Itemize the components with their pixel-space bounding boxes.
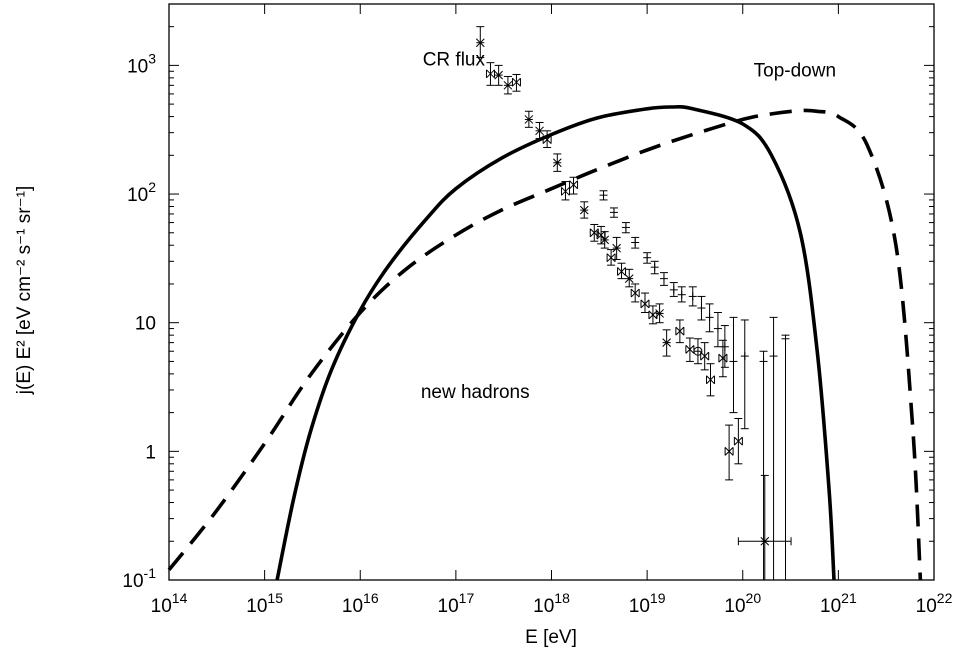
data-point [675, 319, 685, 344]
data-point [729, 316, 738, 414]
x-tick-label: 1018 [533, 590, 570, 617]
y-tick-label: 10-1 [122, 565, 156, 592]
data-point [643, 252, 652, 264]
data-point [503, 75, 513, 95]
x-tick-label: 1017 [438, 590, 475, 617]
y-tick-label: 102 [127, 179, 156, 206]
new-hadrons-curve [275, 105, 836, 581]
data-point [609, 207, 618, 218]
data-point [693, 338, 703, 365]
data-point [599, 190, 608, 201]
data-points [475, 26, 792, 580]
data-point [621, 222, 630, 234]
model-curves [167, 105, 923, 581]
data-point [655, 303, 664, 324]
data-point [759, 350, 768, 580]
data-point [535, 121, 544, 140]
data-point [640, 292, 650, 314]
data-point [624, 268, 634, 288]
x-axis-label: E [eV] [525, 627, 577, 648]
x-tick-label: 1015 [246, 590, 283, 617]
data-point [705, 303, 714, 333]
data-point [737, 474, 792, 580]
annotation-label: Top-down [754, 60, 836, 81]
y-tick-labels: 10-1 1 10 102 103 [122, 50, 156, 592]
data-point [650, 260, 659, 275]
annotation-label: new hadrons [421, 382, 530, 403]
data-point [697, 295, 706, 321]
x-tick-label: 1022 [916, 590, 953, 617]
data-point [511, 73, 521, 92]
data-point [617, 262, 627, 280]
data-point [648, 305, 658, 325]
data-point [669, 282, 678, 297]
data-point [781, 334, 790, 580]
data-point [688, 286, 697, 307]
data-point [494, 64, 503, 86]
data-point [740, 319, 749, 430]
y-tick-label: 103 [127, 50, 156, 77]
data-point [630, 283, 640, 303]
data-point [579, 201, 589, 219]
data-point [677, 286, 686, 303]
x-tick-label: 1021 [820, 590, 857, 617]
data-point [706, 363, 716, 397]
x-tick-label: 1016 [342, 590, 379, 617]
data-point [560, 181, 570, 201]
data-point [475, 26, 485, 59]
data-point [569, 176, 579, 195]
data-point [662, 329, 671, 357]
data-point [589, 223, 599, 242]
x-tick-label: 1019 [629, 590, 666, 617]
data-point [769, 316, 778, 580]
y-tick-label: 10 [135, 314, 156, 335]
data-point [631, 236, 640, 249]
data-point [718, 339, 728, 378]
data-point [659, 272, 668, 286]
y-axis-label: j(E) E² [eV cm⁻² s⁻¹ sr⁻¹] [14, 186, 35, 395]
annotations: CR flux Top-down new hadrons [421, 49, 836, 403]
y-tick-label: 1 [145, 442, 156, 463]
data-point [733, 418, 743, 465]
plot-frame [168, 3, 935, 581]
x-tick-labels: 1014 1015 1016 1017 1018 1019 1020 1021 1022 [151, 590, 953, 617]
data-point [713, 312, 722, 348]
data-point [720, 325, 729, 368]
data-point [552, 153, 562, 172]
data-point [685, 337, 695, 362]
data-point [606, 249, 616, 266]
x-tick-label: 1014 [151, 590, 188, 617]
x-tick-label: 1020 [724, 590, 761, 617]
axis-ticks [168, 3, 935, 581]
data-point [612, 236, 621, 260]
data-point [724, 424, 734, 481]
top-down-curve [167, 108, 923, 581]
annotation-label: CR flux [423, 49, 486, 70]
data-point [524, 110, 534, 128]
data-point [485, 62, 495, 86]
data-point [600, 231, 610, 249]
data-point [700, 342, 710, 371]
data-point [542, 130, 552, 148]
